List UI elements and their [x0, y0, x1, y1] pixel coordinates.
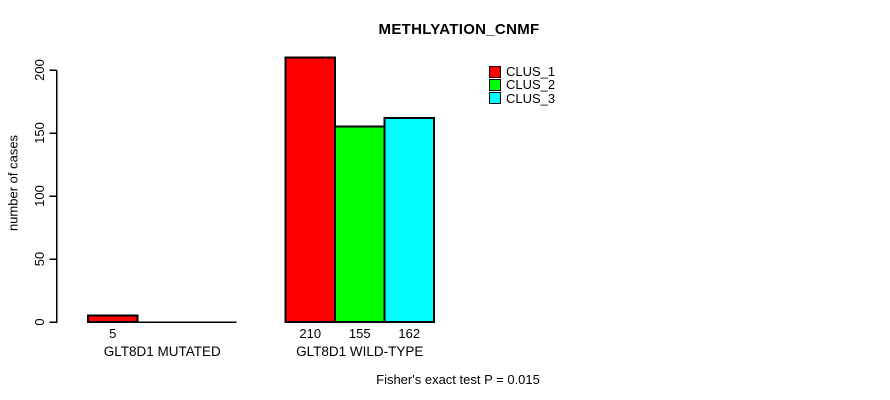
y-tick-label: 100 [32, 185, 47, 207]
x-category-label: GLT8D1 MUTATED [104, 344, 221, 359]
legend-item-clus_1: CLUS_1 [489, 64, 556, 80]
y-tick-label: 200 [32, 59, 47, 81]
bar-clus_1-group2 [284, 56, 336, 324]
legend-label: CLUS_2 [506, 77, 556, 93]
legend: CLUS_1 CLUS_2 CLUS_3 [489, 64, 556, 106]
legend-swatch-clus_2 [489, 78, 501, 91]
bar-value-label: 210 [299, 326, 321, 341]
legend-label: CLUS_1 [506, 64, 556, 80]
bar-value-label: 155 [349, 326, 371, 341]
y-axis-title: number of cases [5, 134, 21, 232]
y-tick-label: 150 [32, 122, 47, 144]
bar-value-label: 5 [109, 326, 116, 341]
chart-title: METHLYATION_CNMF [378, 21, 540, 38]
bar-value-label: 162 [398, 326, 420, 341]
bar-clus_1-group1 [87, 314, 139, 324]
bar-clus_3-group2 [383, 116, 435, 323]
legend-item-clus_3: CLUS_3 [489, 90, 556, 106]
x-category-label: GLT8D1 WILD-TYPE [296, 344, 423, 359]
bar-clus_2-group2 [334, 125, 386, 323]
y-tick-label: 50 [32, 252, 47, 266]
legend-swatch-clus_1 [489, 65, 501, 78]
fisher-test-annotation: Fisher's exact test P = 0.015 [376, 372, 540, 387]
legend-item-clus_2: CLUS_2 [489, 77, 556, 93]
legend-label: CLUS_3 [506, 90, 556, 106]
y-tick-label: 0 [32, 318, 47, 325]
legend-swatch-clus_3 [489, 92, 501, 105]
